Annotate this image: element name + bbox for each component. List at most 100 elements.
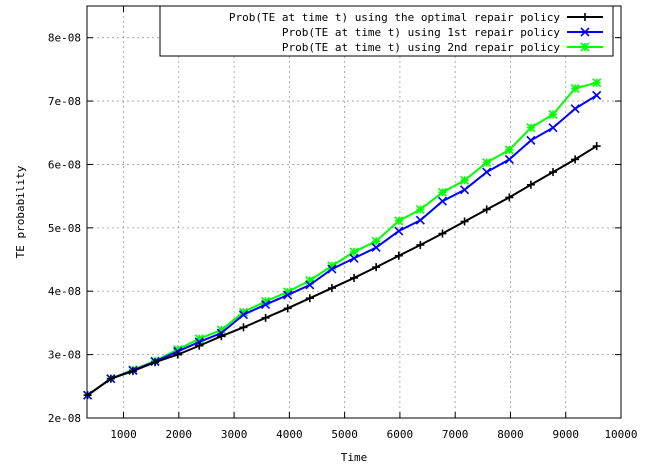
data-point (371, 242, 381, 253)
data-point (195, 341, 204, 350)
data-point (482, 167, 492, 177)
data-point (526, 135, 536, 145)
y-tick-label: 2e-08 (48, 412, 81, 425)
data-point-stroke (437, 187, 448, 197)
data-point-stroke (570, 104, 580, 114)
data-point (580, 42, 590, 52)
axis-ticks: 1000 2000 3000 4000 5000 6000 7000 8000 9000 1000… (48, 6, 638, 441)
data-point (548, 109, 558, 119)
data-point (437, 196, 448, 206)
data-point (83, 391, 92, 400)
data-point-stroke (437, 196, 448, 206)
grid-lines (87, 6, 621, 418)
data-point (394, 216, 404, 226)
data-point-stroke (526, 123, 536, 133)
series-line (87, 94, 598, 396)
series-1 (83, 142, 601, 400)
data-point (173, 350, 182, 359)
data-point-stroke (570, 83, 580, 93)
data-point (151, 358, 160, 367)
data-point-stroke (283, 290, 293, 300)
data-point (416, 240, 425, 249)
data-point-stroke (526, 135, 536, 145)
data-point-stroke (460, 175, 470, 185)
y-tick-label: 7e-08 (48, 95, 81, 108)
y-tick-label: 5e-08 (48, 222, 81, 235)
legend-box (159, 5, 614, 57)
data-point (592, 78, 602, 88)
x-tick-label: 5000 (331, 428, 358, 441)
series-line (87, 81, 597, 396)
data-point-stroke (394, 216, 404, 226)
data-point-stroke (548, 109, 558, 119)
data-point (548, 123, 558, 133)
data-point (581, 13, 589, 21)
data-point (217, 332, 226, 341)
data-point (327, 264, 337, 274)
data-point (261, 313, 270, 322)
x-axis-title: Time (341, 451, 368, 464)
data-point (128, 367, 137, 376)
data-point-stroke (327, 264, 337, 274)
y-tick-label: 4e-08 (48, 285, 81, 298)
data-point-stroke (504, 154, 514, 164)
data-point (460, 185, 470, 195)
x-tick-label: 6000 (387, 428, 414, 441)
y-axis-title: TE probability (14, 165, 27, 258)
data-point (526, 123, 536, 133)
data-point-stroke (415, 204, 425, 215)
data-point-stroke (504, 145, 514, 155)
data-point (571, 155, 580, 164)
data-point (592, 142, 601, 151)
data-point (283, 290, 293, 300)
legend-label: Prob(TE at time t) using 2nd repair poli… (282, 41, 561, 54)
data-point (526, 180, 535, 189)
data-point-stroke (349, 253, 359, 263)
data-point (394, 226, 404, 236)
data-point-stroke (238, 307, 249, 317)
x-tick-label: 9000 (552, 428, 579, 441)
data-point-stroke (482, 167, 492, 177)
data-point (482, 157, 492, 168)
x-tick-label: 8000 (497, 428, 524, 441)
data-point (415, 204, 425, 215)
data-point-stroke (482, 157, 492, 168)
data-point-stroke (261, 296, 271, 306)
x-tick-label: 10000 (604, 428, 637, 441)
data-point-stroke (592, 78, 602, 88)
data-point (549, 168, 558, 177)
y-tick-label: 6e-08 (48, 158, 81, 171)
data-point-stroke (327, 261, 337, 271)
series-3 (83, 78, 602, 400)
data-point-stroke (216, 325, 226, 335)
data-point (305, 294, 314, 303)
data-point-stroke (548, 123, 558, 133)
data-point (283, 304, 292, 313)
y-tick-label: 3e-08 (48, 349, 81, 362)
data-point (238, 310, 249, 320)
data-point-stroke (283, 287, 293, 297)
data-point-stroke (460, 185, 470, 195)
data-point (350, 273, 359, 282)
legend-label: Prob(TE at time t) using the optimal rep… (229, 11, 561, 24)
data-point (570, 83, 580, 93)
data-point-stroke (371, 242, 381, 253)
data-point (437, 187, 448, 197)
data-point (394, 251, 403, 260)
data-point (504, 154, 514, 164)
data-point (327, 284, 336, 293)
data-point (305, 275, 315, 286)
data-point-stroke (592, 90, 602, 100)
data-point-stroke (194, 334, 204, 344)
x-tick-label: 4000 (276, 428, 303, 441)
data-point (349, 253, 359, 263)
data-point (415, 215, 425, 225)
data-point (592, 90, 602, 100)
data-point-stroke (415, 215, 425, 225)
data-point-stroke (305, 280, 315, 290)
y-tick-label: 8e-08 (48, 32, 81, 45)
data-point (460, 217, 469, 226)
data-point (372, 263, 381, 272)
x-tick-label: 2000 (166, 428, 193, 441)
data-point (106, 374, 115, 383)
